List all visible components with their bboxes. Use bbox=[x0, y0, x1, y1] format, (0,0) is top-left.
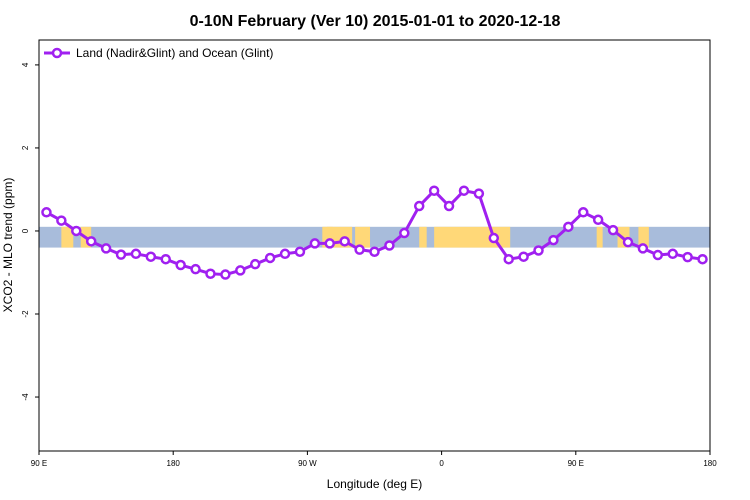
data-point bbox=[115, 249, 127, 260]
y-axis: -4 -2 0 2 4 bbox=[21, 62, 39, 401]
data-point bbox=[235, 265, 246, 276]
x-tick-label: 0 bbox=[439, 459, 444, 468]
data-point bbox=[279, 248, 291, 260]
data-point bbox=[309, 238, 321, 249]
data-point bbox=[369, 246, 380, 257]
land-segment bbox=[61, 226, 74, 248]
x-tick-label: 90 E bbox=[568, 459, 584, 468]
data-point bbox=[637, 243, 649, 254]
land-segment bbox=[638, 226, 649, 248]
data-point bbox=[622, 236, 634, 248]
data-point bbox=[354, 244, 365, 255]
data-point bbox=[100, 243, 112, 254]
x-axis: 90 E 180 90 W 0 90 E 180 bbox=[31, 451, 717, 468]
data-point bbox=[413, 200, 425, 212]
data-point bbox=[548, 234, 559, 246]
data-point bbox=[160, 253, 171, 265]
data-point bbox=[249, 258, 261, 270]
data-point bbox=[607, 224, 619, 236]
x-axis-label: Longitude (deg E) bbox=[327, 477, 422, 491]
land-segment bbox=[419, 226, 427, 248]
data-point bbox=[130, 248, 142, 260]
data-point bbox=[667, 248, 678, 260]
data-point bbox=[697, 253, 708, 265]
data-point bbox=[41, 207, 52, 218]
y-axis-label: XCO2 - MLO trend (ppm) bbox=[1, 178, 15, 313]
y-tick-label: -4 bbox=[21, 393, 30, 401]
x-tick-label: 90 W bbox=[298, 459, 317, 468]
data-point bbox=[533, 245, 544, 256]
land-segment bbox=[355, 226, 371, 248]
data-point bbox=[399, 227, 410, 239]
plot-area bbox=[38, 39, 711, 452]
y-tick-label: 2 bbox=[21, 145, 30, 150]
legend: Land (Nadir&Glint) and Ocean (Glint) bbox=[44, 46, 273, 60]
data-point bbox=[578, 207, 589, 218]
x-tick-label: 180 bbox=[167, 459, 181, 468]
data-point bbox=[190, 263, 201, 275]
data-point bbox=[682, 251, 693, 263]
y-tick-label: 0 bbox=[21, 228, 30, 233]
y-tick-label: -2 bbox=[21, 310, 30, 318]
series-layer bbox=[41, 185, 708, 280]
data-point bbox=[205, 268, 216, 279]
x-tick-label: 180 bbox=[703, 459, 717, 468]
ocean-band bbox=[39, 226, 710, 248]
legend-marker-swatch bbox=[51, 47, 63, 59]
data-point bbox=[473, 188, 485, 199]
chart-title: 0-10N February (Ver 10) 2015-01-01 to 20… bbox=[190, 13, 561, 30]
data-point bbox=[443, 200, 455, 212]
data-point bbox=[592, 214, 604, 226]
data-point bbox=[652, 249, 664, 261]
data-point bbox=[488, 232, 500, 244]
data-point bbox=[145, 251, 157, 262]
data-point bbox=[264, 252, 276, 264]
data-point bbox=[518, 251, 529, 262]
data-point bbox=[563, 221, 574, 233]
data-point bbox=[339, 236, 350, 247]
legend-entry-label: Land (Nadir&Glint) and Ocean (Glint) bbox=[76, 46, 273, 60]
data-point bbox=[294, 246, 306, 257]
data-point bbox=[428, 185, 440, 196]
plot-frame bbox=[38, 39, 711, 452]
land-segment bbox=[596, 226, 603, 248]
x-tick-label: 90 E bbox=[31, 459, 47, 468]
data-point bbox=[384, 240, 395, 251]
data-point bbox=[220, 269, 231, 280]
data-point bbox=[175, 259, 186, 271]
data-point bbox=[324, 238, 336, 249]
data-point bbox=[85, 236, 97, 247]
data-point bbox=[71, 225, 82, 237]
data-point bbox=[503, 253, 514, 265]
y-tick-label: 4 bbox=[21, 62, 30, 67]
data-point bbox=[458, 185, 470, 196]
data-point bbox=[56, 215, 67, 226]
